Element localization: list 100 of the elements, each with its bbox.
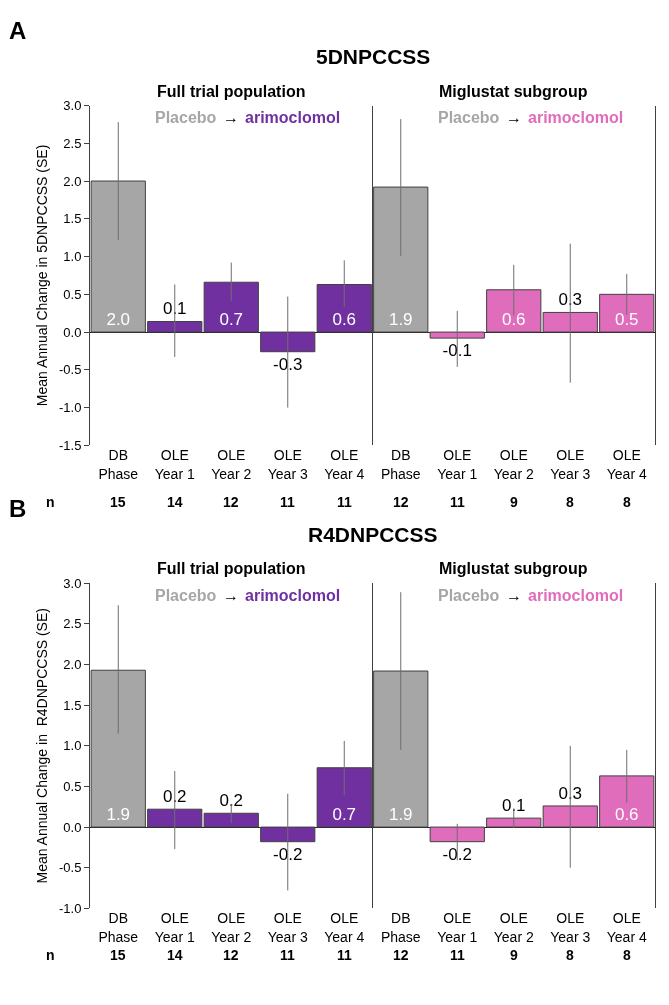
- data-label: 0.3: [558, 290, 583, 310]
- text: B: [9, 495, 27, 522]
- text: Placebo: [155, 109, 217, 126]
- x-tick-label: OLE Year 2: [493, 447, 534, 482]
- y-tick-label: 0.0: [63, 324, 82, 340]
- text: 12: [393, 494, 409, 510]
- text: arimoclomol: [528, 109, 624, 126]
- x-tick-label: OLE Year 3: [550, 910, 591, 945]
- data-label: 1.9: [388, 310, 413, 330]
- text: Placebo: [438, 587, 500, 604]
- text: 15: [110, 947, 126, 963]
- x-tick-label: OLE Year 4: [606, 910, 647, 945]
- text: arimoclomol: [245, 587, 341, 604]
- x-tick-label: DB Phase: [380, 447, 421, 482]
- data-label: 2.0: [106, 310, 131, 330]
- text: 12: [223, 947, 239, 963]
- chart-title: R4DNPCCSS: [308, 523, 438, 546]
- data-label: 0.2: [219, 791, 244, 811]
- data-label: 0.2: [162, 787, 187, 807]
- data-label: 0.5: [614, 310, 639, 330]
- y-tick-label: 1.0: [63, 738, 82, 754]
- x-tick-label: OLE Year 4: [324, 910, 365, 945]
- data-label: 1.9: [388, 805, 413, 825]
- text: 14: [167, 947, 183, 963]
- annotation: →: [506, 109, 522, 126]
- data-label: 0.6: [332, 310, 357, 330]
- x-tick-label: OLE Year 1: [437, 447, 478, 482]
- text: Placebo: [155, 587, 217, 604]
- y-tick-label: -1.0: [58, 400, 82, 416]
- y-tick-label: 0.0: [63, 819, 82, 835]
- y-tick-label: 3.0: [63, 98, 82, 114]
- text: arimoclomol: [528, 587, 624, 604]
- text: 8: [623, 494, 631, 510]
- data-label: 0.6: [501, 310, 526, 330]
- x-tick-label: OLE Year 4: [606, 447, 647, 482]
- chart-subtitle: Miglustat subgroup: [439, 83, 588, 100]
- data-label: 0.7: [332, 805, 357, 825]
- text: Placebo: [438, 109, 500, 126]
- y-axis-title: Mean Annual Change in R4DNPCCSS (SE): [33, 608, 50, 884]
- x-tick-label: DB Phase: [98, 447, 139, 482]
- chart-title: 5DNPCCSS: [316, 45, 431, 68]
- y-tick-label: -0.5: [58, 362, 82, 378]
- x-tick-label: OLE Year 1: [154, 447, 195, 482]
- data-label: 0.1: [162, 299, 187, 319]
- text: 8: [623, 947, 631, 963]
- y-tick-label: 2.0: [63, 173, 82, 189]
- x-tick-label: DB Phase: [380, 910, 421, 945]
- x-tick-label: OLE Year 2: [493, 910, 534, 945]
- y-tick-label: -0.5: [58, 860, 82, 876]
- data-label: 0.6: [614, 805, 639, 825]
- text: A: [9, 17, 27, 44]
- data-label: 0.7: [219, 310, 244, 330]
- x-tick-label: OLE Year 4: [324, 447, 365, 482]
- data-label: -0.2: [273, 844, 303, 864]
- chart-subtitle: Full trial population: [157, 560, 306, 577]
- text: 12: [223, 494, 239, 510]
- text: 11: [280, 494, 296, 510]
- y-tick-label: 0.5: [63, 286, 82, 302]
- data-label: 1.9: [106, 805, 131, 825]
- x-tick-label: OLE Year 1: [437, 910, 478, 945]
- text: 8: [566, 494, 574, 510]
- y-axis-title: Mean Annual Change in 5DNPCCSS (SE): [33, 144, 50, 407]
- data-label: -0.2: [442, 844, 472, 864]
- x-tick-label: OLE Year 3: [267, 910, 308, 945]
- x-tick-label: OLE Year 3: [267, 447, 308, 482]
- annotation: →: [223, 109, 239, 126]
- annotation: →: [223, 587, 239, 604]
- text: 11: [450, 494, 466, 510]
- y-tick-label: -1.5: [58, 437, 82, 453]
- chart-subtitle: Miglustat subgroup: [439, 560, 588, 577]
- text: 11: [337, 947, 353, 963]
- text: 12: [393, 947, 409, 963]
- text: 9: [510, 947, 518, 963]
- text: n: [46, 947, 55, 963]
- data-label: -0.1: [442, 341, 472, 361]
- text: n: [46, 494, 55, 510]
- y-tick-label: 2.5: [63, 135, 82, 151]
- x-tick-label: OLE Year 1: [154, 910, 195, 945]
- y-tick-label: 3.0: [63, 575, 82, 591]
- x-tick-label: DB Phase: [98, 910, 139, 945]
- text: arimoclomol: [245, 109, 341, 126]
- text: 11: [280, 947, 296, 963]
- y-tick-label: 2.5: [63, 616, 82, 632]
- y-tick-label: 0.5: [63, 778, 82, 794]
- data-label: 0.3: [558, 783, 583, 803]
- x-tick-label: OLE Year 3: [550, 447, 591, 482]
- text: 8: [566, 947, 574, 963]
- text: 14: [167, 494, 183, 510]
- y-tick-label: -1.0: [58, 900, 82, 916]
- y-tick-label: 1.5: [63, 697, 82, 713]
- annotation: →: [506, 587, 522, 604]
- y-tick-label: 1.5: [63, 211, 82, 227]
- x-tick-label: OLE Year 2: [211, 447, 252, 482]
- y-tick-label: 1.0: [63, 249, 82, 265]
- text: 15: [110, 494, 126, 510]
- chart-subtitle: Full trial population: [157, 83, 306, 100]
- text: 11: [450, 947, 466, 963]
- data-label: -0.3: [273, 354, 303, 374]
- y-tick-label: 2.0: [63, 657, 82, 673]
- data-label: 0.1: [501, 796, 526, 816]
